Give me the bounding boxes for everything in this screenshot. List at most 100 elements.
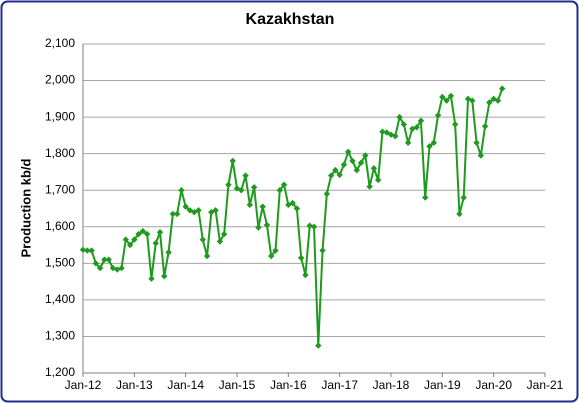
data-point bbox=[336, 171, 343, 179]
data-point bbox=[430, 139, 437, 146]
data-point bbox=[109, 264, 117, 272]
data-point bbox=[220, 230, 228, 238]
data-point bbox=[392, 132, 399, 140]
data-point bbox=[212, 207, 219, 214]
data-point bbox=[229, 157, 236, 165]
data-point bbox=[396, 113, 403, 121]
data-point bbox=[233, 185, 241, 192]
data-point bbox=[499, 85, 506, 92]
data-point bbox=[250, 184, 258, 191]
y-tick-label: 1,900 bbox=[45, 109, 75, 123]
data-point bbox=[494, 97, 502, 104]
data-point bbox=[469, 97, 476, 104]
x-tick-label: Jan-14 bbox=[167, 378, 204, 392]
data-point bbox=[319, 247, 326, 254]
data-point bbox=[477, 152, 485, 159]
data-point bbox=[152, 240, 159, 247]
data-point bbox=[165, 249, 172, 256]
data-point bbox=[178, 187, 185, 194]
data-point bbox=[203, 252, 211, 260]
data-point bbox=[332, 166, 339, 174]
data-point bbox=[289, 199, 296, 207]
data-point bbox=[195, 207, 202, 214]
data-point bbox=[349, 157, 356, 165]
x-tick-label: Jan-12 bbox=[65, 378, 102, 392]
data-point bbox=[417, 117, 425, 124]
data-point bbox=[362, 152, 369, 159]
x-tick-label: Jan-19 bbox=[424, 378, 461, 392]
data-point bbox=[122, 236, 129, 243]
data-point bbox=[456, 210, 463, 218]
data-point bbox=[199, 236, 206, 243]
data-point bbox=[486, 99, 493, 106]
data-point bbox=[366, 183, 373, 190]
data-point bbox=[315, 342, 322, 349]
y-tick-label: 1,600 bbox=[45, 219, 75, 233]
data-point bbox=[310, 223, 318, 230]
data-point bbox=[255, 224, 262, 231]
data-point bbox=[143, 230, 151, 238]
data-point bbox=[182, 203, 189, 210]
data-point bbox=[400, 121, 408, 128]
data-point bbox=[272, 247, 279, 254]
data-point bbox=[148, 275, 155, 282]
x-tick-label: Jan-15 bbox=[219, 378, 256, 392]
data-point bbox=[443, 97, 450, 104]
data-point bbox=[473, 139, 480, 146]
data-point bbox=[268, 252, 275, 260]
data-point bbox=[105, 256, 112, 263]
data-point bbox=[276, 187, 283, 194]
data-point bbox=[447, 92, 455, 100]
data-point bbox=[118, 264, 125, 272]
y-tick-label: 1,300 bbox=[45, 329, 75, 343]
data-point bbox=[169, 210, 177, 218]
data-point bbox=[353, 166, 360, 174]
data-point bbox=[323, 190, 331, 198]
data-point bbox=[451, 121, 459, 128]
data-point bbox=[379, 128, 386, 135]
data-point bbox=[280, 181, 288, 188]
data-point bbox=[84, 247, 91, 254]
y-tick-label: 1,200 bbox=[45, 365, 75, 379]
data-point bbox=[139, 227, 147, 235]
data-point bbox=[114, 266, 121, 273]
data-point bbox=[79, 246, 87, 254]
data-point bbox=[131, 236, 138, 243]
data-point bbox=[302, 271, 309, 279]
data-point bbox=[92, 260, 100, 267]
data-point bbox=[374, 176, 382, 184]
data-point bbox=[434, 112, 442, 119]
data-point bbox=[422, 194, 429, 201]
data-point bbox=[225, 181, 232, 188]
data-point bbox=[263, 221, 271, 229]
data-point bbox=[439, 93, 446, 101]
x-tick-label: Jan-13 bbox=[116, 378, 153, 392]
data-point bbox=[246, 201, 254, 209]
x-tick-label: Jan-16 bbox=[270, 378, 307, 392]
data-point bbox=[387, 131, 395, 138]
data-point bbox=[340, 161, 348, 168]
y-tick-label: 1,400 bbox=[45, 292, 75, 306]
data-point bbox=[238, 187, 245, 194]
data-point bbox=[383, 129, 390, 136]
data-point bbox=[216, 238, 224, 245]
y-tick-label: 1,500 bbox=[45, 256, 75, 270]
data-point bbox=[293, 205, 301, 212]
data-point bbox=[101, 256, 108, 263]
data-point bbox=[242, 172, 249, 179]
x-tick-label: Jan-20 bbox=[475, 378, 512, 392]
data-point bbox=[259, 203, 266, 210]
data-point bbox=[88, 247, 95, 254]
data-point bbox=[460, 194, 467, 201]
data-point bbox=[161, 272, 168, 280]
data-point bbox=[156, 229, 164, 236]
y-tick-label: 2,000 bbox=[45, 73, 75, 87]
x-tick-label: Jan-17 bbox=[321, 378, 358, 392]
data-point bbox=[345, 148, 352, 156]
data-point bbox=[297, 254, 305, 262]
y-tick-label: 1,700 bbox=[45, 182, 75, 196]
y-tick-label: 1,800 bbox=[45, 146, 75, 160]
data-point bbox=[404, 139, 412, 146]
x-tick-label: Jan-21 bbox=[527, 378, 564, 392]
